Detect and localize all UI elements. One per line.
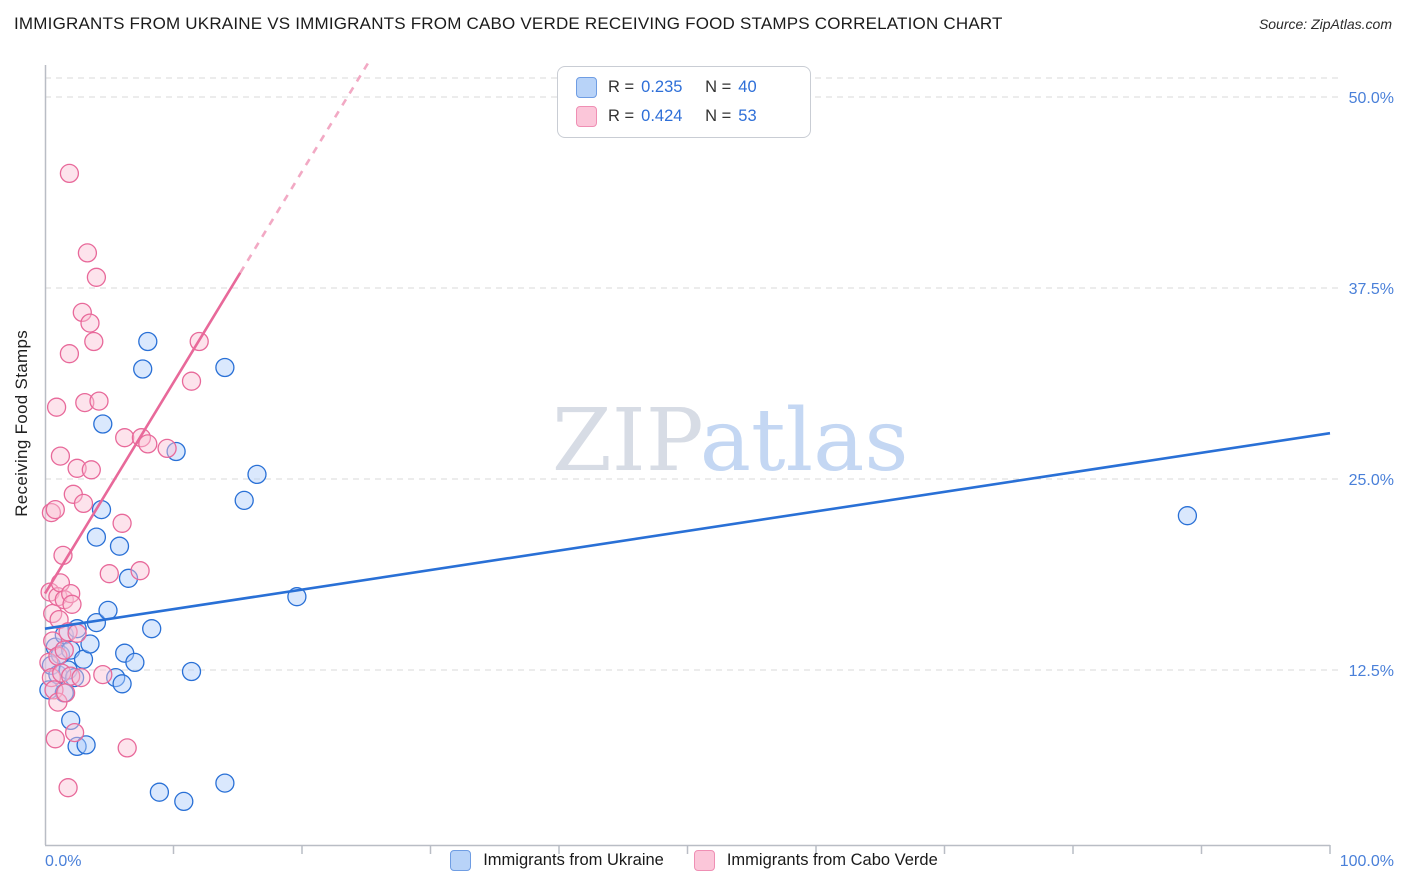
zipatlas-watermark: ZIPatlas xyxy=(552,398,908,484)
scatter-point-ukraine xyxy=(215,773,235,793)
cabo-verde-swatch-icon xyxy=(576,106,597,127)
watermark-atlas: atlas xyxy=(699,391,909,491)
scatter-point-cabo-verde xyxy=(73,493,94,514)
scatter-point-ukraine xyxy=(76,735,96,755)
scatter-point-ukraine xyxy=(80,634,100,654)
scatter-point-cabo-verde xyxy=(84,331,104,352)
scatter-point-cabo-verde xyxy=(59,344,80,364)
scatter-point-cabo-verde xyxy=(93,664,113,685)
chart-title: IMMIGRANTS FROM UKRAINE VS IMMIGRANTS FR… xyxy=(14,14,1003,33)
scatter-point-ukraine xyxy=(138,331,158,352)
legend-row-ukraine: R = 0.235 N = 40 xyxy=(576,77,792,98)
scatter-point-cabo-verde xyxy=(81,460,101,480)
scatter-point-cabo-verde xyxy=(130,561,150,581)
trend-line-cabo-verde xyxy=(239,61,370,274)
scatter-point-cabo-verde xyxy=(71,667,91,688)
legend-row-cabo-verde: R = 0.424 N = 53 xyxy=(576,106,792,127)
scatter-point-ukraine xyxy=(174,791,194,812)
scatter-point-cabo-verde xyxy=(80,313,100,333)
scatter-point-ukraine xyxy=(109,536,130,556)
n-label: N = xyxy=(705,78,732,96)
scatter-point-cabo-verde xyxy=(77,243,98,263)
y-tick-label: 50.0% xyxy=(1349,90,1394,107)
trend-line-ukraine xyxy=(44,431,1331,630)
r-value: 0.424 xyxy=(641,107,683,125)
n-label: N = xyxy=(705,107,732,125)
scatter-point-cabo-verde xyxy=(50,446,71,466)
correlation-legend-box: R = 0.235 N = 40 R = 0.424 N = 53 xyxy=(557,66,812,138)
scatter-point-cabo-verde xyxy=(62,594,82,614)
scatter-point-ukraine xyxy=(112,674,132,694)
scatter-point-cabo-verde xyxy=(67,623,87,643)
n-value: 40 xyxy=(738,78,757,96)
scatter-point-cabo-verde xyxy=(64,722,85,743)
scatter-point-ukraine xyxy=(247,464,267,485)
scatter-point-ukraine xyxy=(93,414,113,434)
scatter-point-cabo-verde xyxy=(117,738,137,758)
scatter-point-cabo-verde xyxy=(41,667,62,688)
cabo-verde-legend-label: Immigrants from Cabo Verde xyxy=(726,851,938,869)
scatter-point-cabo-verde xyxy=(44,680,64,700)
ukraine-legend-label: Immigrants from Ukraine xyxy=(483,851,664,869)
scatter-point-cabo-verde xyxy=(58,778,78,798)
scatter-point-cabo-verde xyxy=(45,499,65,520)
scatter-point-cabo-verde xyxy=(67,458,87,478)
bottom-legend: Immigrants from Ukraine Immigrants from … xyxy=(0,850,1406,871)
scatter-point-cabo-verde xyxy=(181,371,202,391)
scatter-point-ukraine xyxy=(125,652,145,673)
scatter-point-ukraine xyxy=(86,527,107,547)
scatter-point-cabo-verde xyxy=(61,666,81,686)
scatter-point-ukraine xyxy=(118,568,139,588)
scatter-point-ukraine xyxy=(61,710,81,731)
watermark-zip: ZIP xyxy=(552,391,700,491)
scatter-point-cabo-verde xyxy=(54,640,74,660)
scatter-point-cabo-verde xyxy=(55,683,76,703)
scatter-point-ukraine xyxy=(142,619,162,639)
scatter-point-cabo-verde xyxy=(59,163,80,184)
x-axis-max-label: 100.0% xyxy=(1339,853,1394,870)
scatter-point-ukraine xyxy=(215,357,235,378)
scatter-point-cabo-verde xyxy=(89,391,109,411)
scatter-point-ukraine xyxy=(234,490,254,511)
scatter-point-cabo-verde xyxy=(112,513,132,533)
y-axis-title: Receiving Food Stamps xyxy=(12,330,31,517)
ukraine-swatch-icon xyxy=(576,77,597,98)
n-value: 53 xyxy=(738,107,757,125)
trend-line-cabo-verde xyxy=(43,272,242,595)
scatter-point-cabo-verde xyxy=(157,438,177,459)
y-tick-label: 37.5% xyxy=(1349,281,1394,298)
r-label: R = xyxy=(608,78,635,96)
r-label: R = xyxy=(608,107,635,125)
x-axis-min-label: 0.0% xyxy=(45,853,82,870)
ukraine-swatch-icon xyxy=(450,850,472,871)
scatter-point-ukraine xyxy=(149,782,170,802)
scatter-point-ukraine xyxy=(181,661,202,682)
scatter-point-cabo-verde xyxy=(45,729,65,749)
y-tick-label: 12.5% xyxy=(1349,663,1394,680)
scatter-point-cabo-verde xyxy=(75,392,95,413)
scatter-point-cabo-verde xyxy=(72,302,92,323)
scatter-point-cabo-verde xyxy=(138,434,158,454)
scatter-point-ukraine xyxy=(98,600,118,621)
scatter-point-ukraine xyxy=(1177,506,1198,526)
scatter-point-cabo-verde xyxy=(115,428,135,448)
scatter-point-cabo-verde xyxy=(86,267,107,287)
r-value: 0.235 xyxy=(641,78,683,96)
y-tick-label: 25.0% xyxy=(1349,472,1394,489)
scatter-point-cabo-verde xyxy=(99,564,119,584)
scatter-point-cabo-verde xyxy=(46,397,67,417)
scatter-point-ukraine xyxy=(133,359,153,379)
cabo-verde-swatch-icon xyxy=(693,850,715,871)
source-attribution: Source: ZipAtlas.com xyxy=(1258,16,1392,32)
